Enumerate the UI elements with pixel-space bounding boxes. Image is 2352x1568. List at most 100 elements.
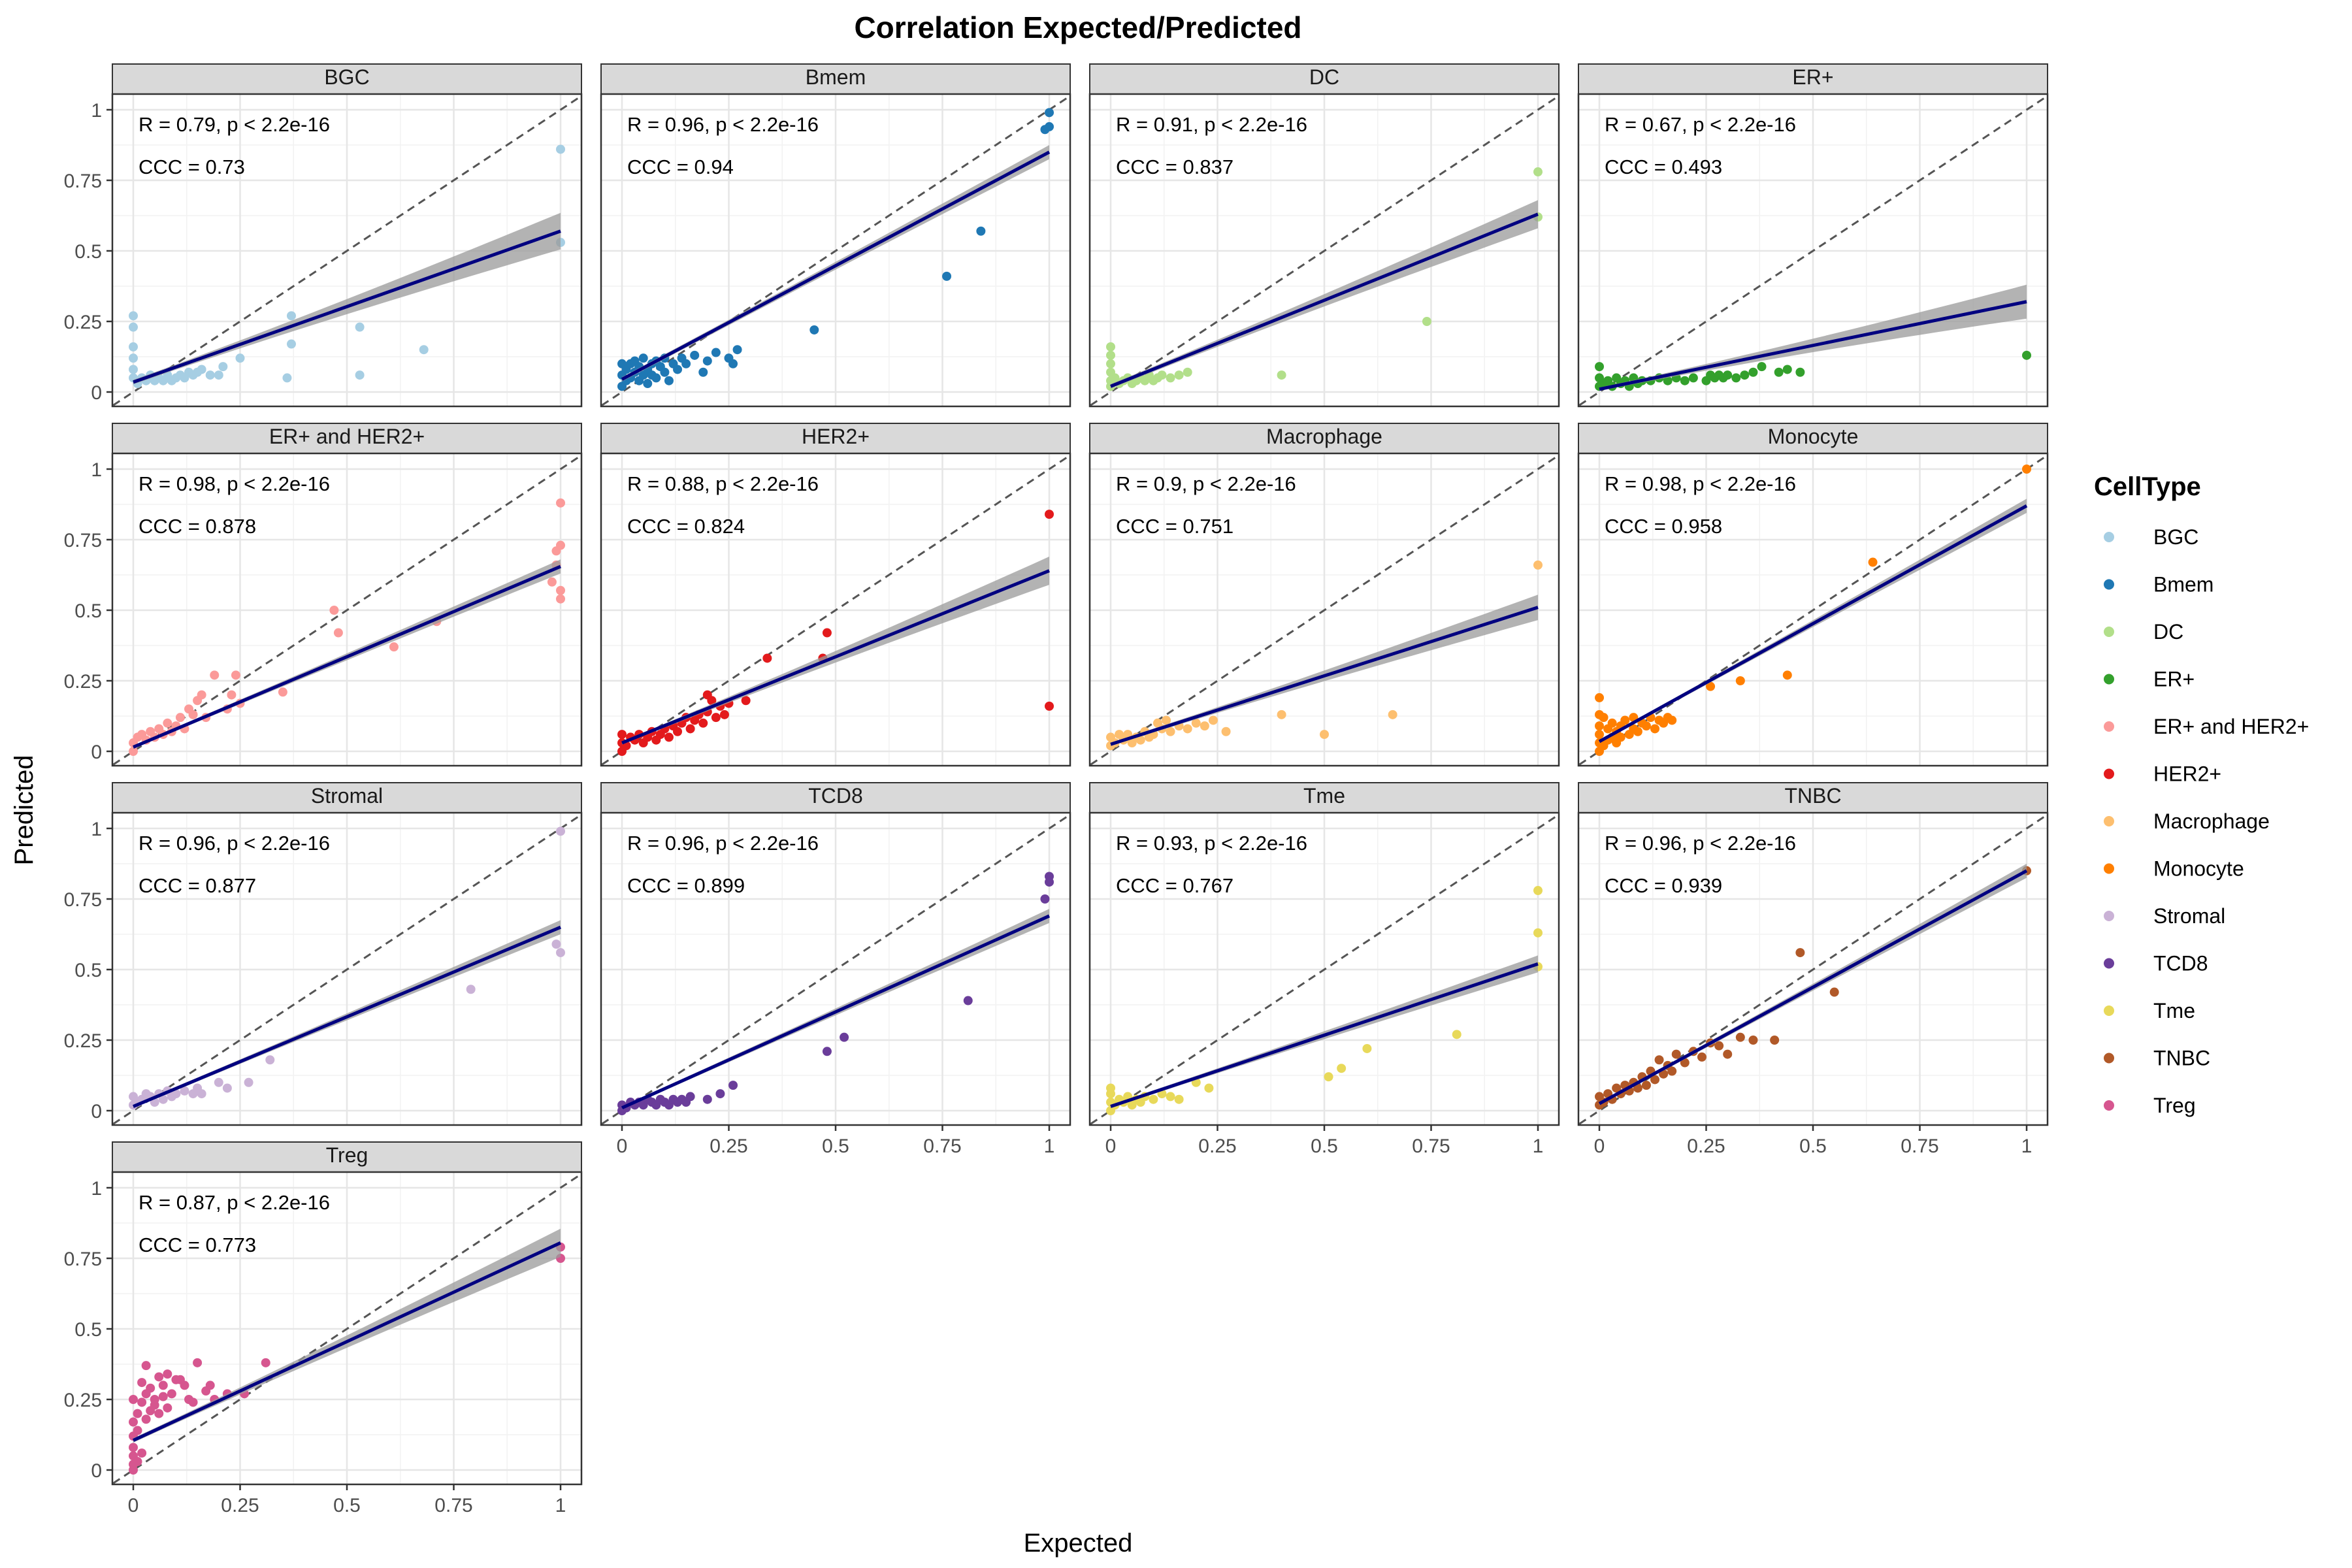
panel-strip xyxy=(1089,782,1560,813)
data-point xyxy=(1667,1066,1677,1076)
data-point xyxy=(556,594,565,604)
data-point xyxy=(419,345,429,355)
legend-swatch xyxy=(2104,911,2114,921)
confidence-band xyxy=(1111,595,1538,746)
regression-line xyxy=(1599,300,2027,391)
data-point xyxy=(265,1055,275,1065)
correlation-annotation: R = 0.98, p < 2.2e-16 xyxy=(139,472,330,495)
data-point xyxy=(197,690,206,700)
data-point xyxy=(129,747,138,756)
legend-swatch xyxy=(2104,863,2114,874)
panel-strip-label: HER2+ xyxy=(802,425,870,448)
x-tick-label: 0.5 xyxy=(1311,1135,1338,1157)
data-point xyxy=(282,373,292,383)
data-point xyxy=(715,1089,725,1099)
data-point xyxy=(741,696,751,706)
panel-strip xyxy=(600,782,1071,813)
panel-strip xyxy=(600,63,1071,95)
data-point xyxy=(214,370,223,380)
data-point xyxy=(1641,721,1651,731)
panel-border xyxy=(600,452,1071,767)
data-point xyxy=(1277,370,1286,380)
x-tick-label: 0.75 xyxy=(1901,1135,1938,1157)
data-point xyxy=(1208,715,1218,725)
x-tick-label: 0.25 xyxy=(710,1135,747,1157)
data-point xyxy=(137,1448,147,1458)
data-point xyxy=(707,696,717,706)
ccc-annotation: CCC = 0.751 xyxy=(1116,515,1233,538)
data-point xyxy=(1166,1092,1175,1102)
data-point xyxy=(329,606,339,615)
y-tick-label: 0.75 xyxy=(64,530,102,551)
data-point xyxy=(1388,710,1397,719)
legend-label: ER+ and HER2+ xyxy=(2153,715,2309,738)
data-point xyxy=(163,718,172,728)
data-point xyxy=(1040,125,1050,135)
x-axis-label: Expected xyxy=(1024,1529,1133,1558)
data-point xyxy=(129,1417,138,1427)
data-point xyxy=(1452,1030,1462,1039)
data-point xyxy=(175,713,185,723)
data-point xyxy=(261,1358,270,1367)
data-point xyxy=(1422,317,1431,326)
panel-border xyxy=(1577,452,2049,767)
data-point xyxy=(1641,1081,1651,1090)
data-point xyxy=(133,1409,142,1418)
data-point xyxy=(1191,718,1201,728)
data-point xyxy=(822,1047,832,1056)
ccc-annotation: CCC = 0.94 xyxy=(627,155,734,178)
data-point xyxy=(1680,1058,1690,1068)
correlation-annotation: R = 0.98, p < 2.2e-16 xyxy=(1605,472,1796,495)
data-point xyxy=(1770,1036,1780,1045)
x-tick-label: 0.75 xyxy=(434,1495,472,1516)
data-point xyxy=(1174,1094,1184,1104)
confidence-band xyxy=(1111,200,1538,389)
facet-panel-er-: ER+ R = 0.67, p < 2.2e-16 CCC = 0.493 xyxy=(1577,63,2049,408)
y-tick-label: 0 xyxy=(91,382,102,404)
data-point xyxy=(719,710,729,719)
confidence-band xyxy=(133,212,561,385)
x-tick-label: 0 xyxy=(1105,1135,1117,1157)
data-point xyxy=(1782,670,1792,680)
x-tick-label: 0.25 xyxy=(1687,1135,1725,1157)
legend-label: HER2+ xyxy=(2153,762,2221,786)
x-tick-label: 0.5 xyxy=(1799,1135,1827,1157)
data-point xyxy=(711,713,721,723)
legend-swatch xyxy=(2104,579,2114,590)
data-point xyxy=(1149,1094,1158,1104)
x-tick-label: 0.25 xyxy=(221,1495,259,1516)
data-point xyxy=(137,1397,147,1407)
panel-border xyxy=(1577,93,2049,408)
data-point xyxy=(1663,376,1673,385)
data-point xyxy=(1829,987,1839,997)
panel-plot-area xyxy=(112,813,581,1125)
legend-label: Monocyte xyxy=(2153,857,2244,881)
data-point xyxy=(1337,1064,1347,1073)
legend-swatch xyxy=(2104,1005,2114,1016)
ccc-annotation: CCC = 0.824 xyxy=(627,515,745,538)
x-tick-label: 1 xyxy=(555,1495,566,1516)
facet-panel-treg: Treg R = 0.87, p < 2.2e-16 CCC = 0.773 0 0.2… xyxy=(64,1141,583,1516)
data-point xyxy=(133,1457,142,1467)
data-point xyxy=(1868,557,1878,567)
data-point xyxy=(163,1369,172,1379)
data-point xyxy=(681,359,691,368)
panel-strip-label: Stromal xyxy=(311,784,383,808)
regression-line xyxy=(621,150,1051,381)
data-point xyxy=(1106,359,1115,368)
data-point xyxy=(1782,365,1792,374)
regression-line xyxy=(1110,606,1539,746)
data-point xyxy=(231,670,240,680)
correlation-annotation: R = 0.91, p < 2.2e-16 xyxy=(1116,113,1307,136)
data-point xyxy=(150,1395,159,1404)
data-point xyxy=(1633,1083,1642,1093)
panel-plot-area xyxy=(601,813,1070,1125)
panel-plot-area xyxy=(601,94,1070,406)
panel-border xyxy=(1088,452,1560,767)
data-point xyxy=(333,628,343,638)
data-point xyxy=(711,348,721,357)
data-point xyxy=(1714,1041,1724,1051)
panel-plot-area xyxy=(112,1172,581,1484)
data-point xyxy=(1533,560,1543,570)
y-tick-label: 0.5 xyxy=(74,600,102,622)
